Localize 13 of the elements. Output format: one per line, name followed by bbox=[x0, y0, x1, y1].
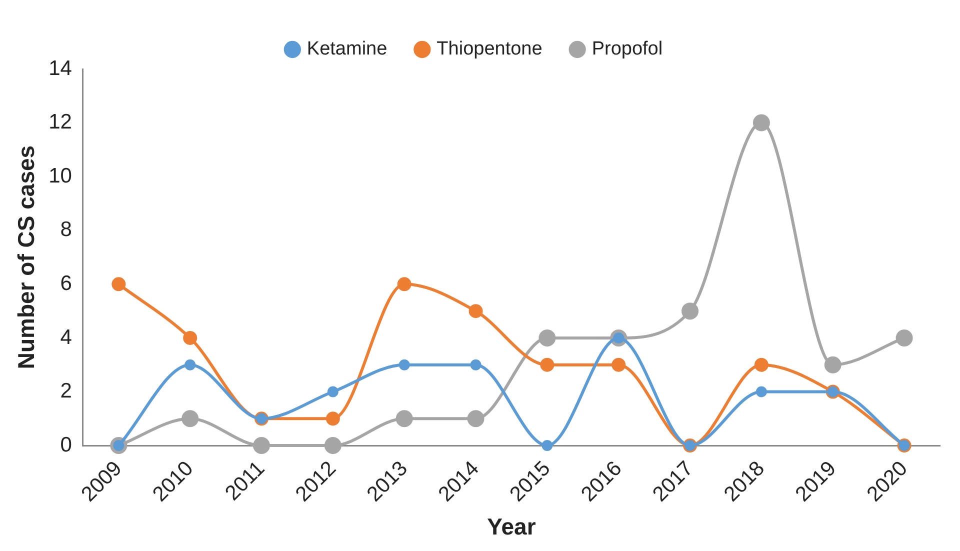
x-axis-title: Year bbox=[487, 514, 536, 540]
y-tick-label: 14 bbox=[48, 56, 72, 80]
legend-label: Thiopentone bbox=[436, 38, 542, 60]
y-tick-label: 8 bbox=[60, 218, 72, 242]
legend-label: Propofol bbox=[592, 38, 663, 60]
legend-label: Ketamine bbox=[306, 38, 388, 60]
y-tick-label: 2 bbox=[60, 380, 72, 403]
y-tick-label: 12 bbox=[48, 110, 72, 134]
y-tick-label: 0 bbox=[60, 433, 72, 456]
y-tick-label: 6 bbox=[60, 272, 72, 295]
y-axis-title: Number of CS cases bbox=[13, 145, 40, 370]
y-tick-label: 4 bbox=[60, 326, 72, 349]
y-tick-label: 10 bbox=[48, 164, 72, 188]
